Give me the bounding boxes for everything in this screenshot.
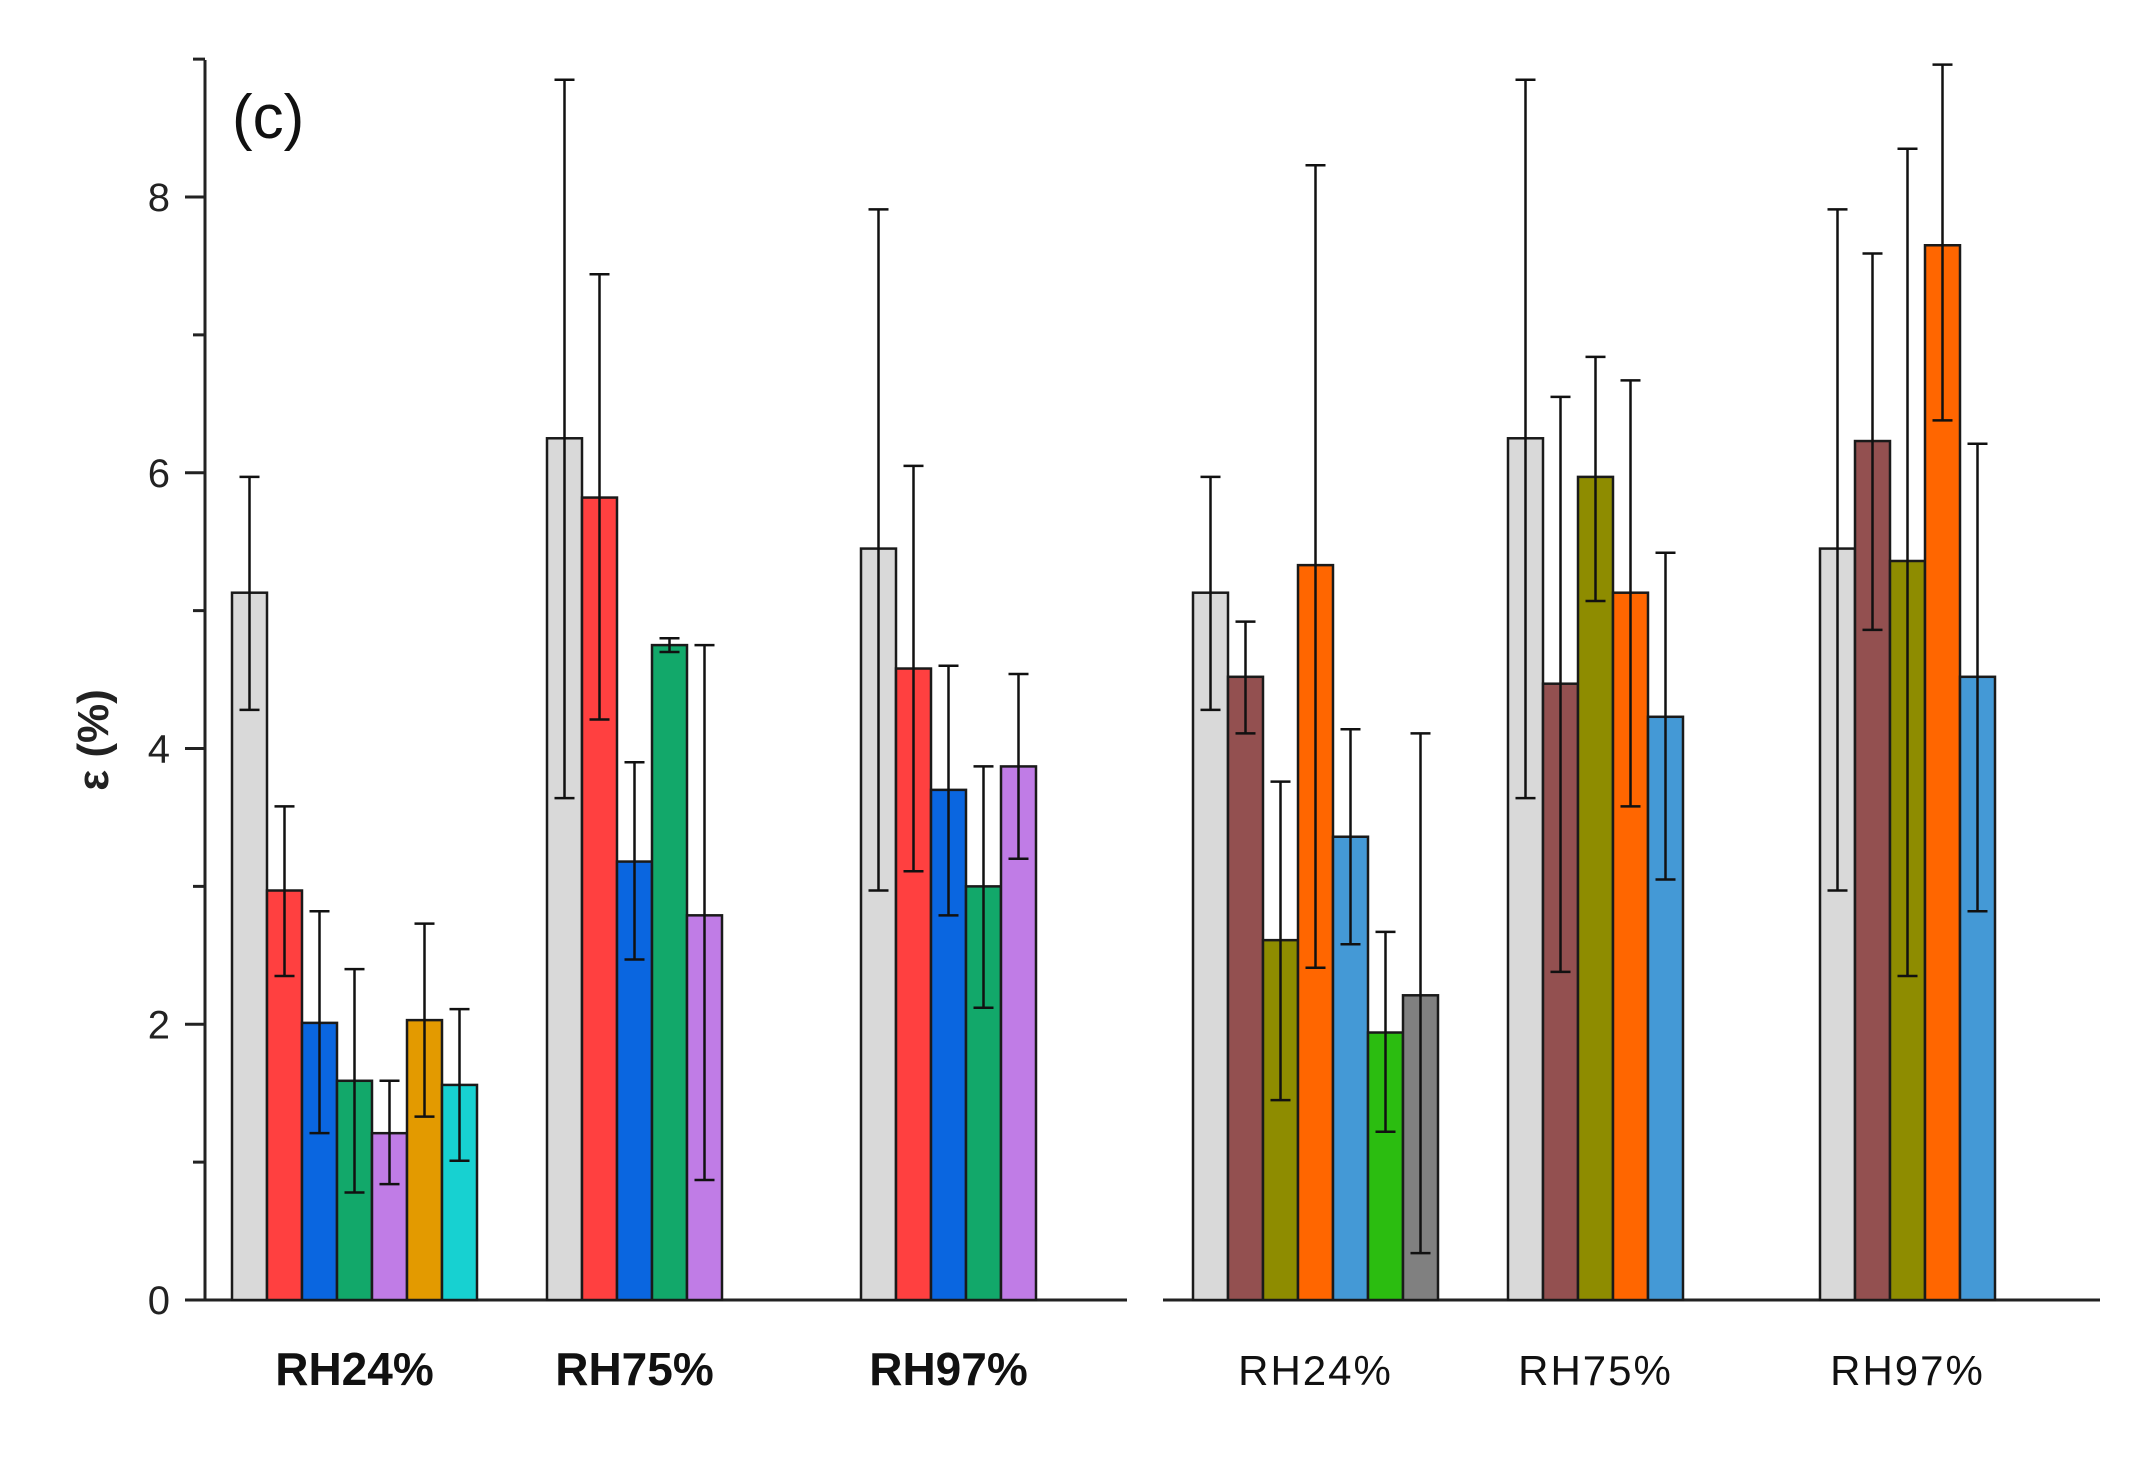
panel-label: (c) [232, 83, 304, 152]
y-tick-label: 4 [148, 728, 170, 772]
bar [999, 765, 1038, 1302]
labels-layer: (c) ε (%) 0 2 4 6 8 RH24% RH75% RH97% RH24% RH75%… [69, 83, 1985, 1395]
y-tick-label: 8 [148, 176, 170, 220]
bar [1958, 675, 1997, 1302]
x-category-label: RH75% [555, 1343, 714, 1395]
bar [1541, 682, 1580, 1302]
y-axis-label: ε (%) [69, 689, 118, 791]
x-category-label: RH24% [275, 1343, 434, 1395]
y-tick-label: 0 [148, 1279, 170, 1323]
x-category-label: RH24% [1238, 1347, 1393, 1394]
x-category-label: RH97% [1830, 1347, 1985, 1394]
bar [1226, 675, 1265, 1302]
y-tick-label: 2 [148, 1003, 170, 1047]
x-category-label: RH75% [1518, 1347, 1673, 1394]
bars-layer [230, 63, 1997, 1302]
x-category-label: RH97% [869, 1343, 1028, 1395]
y-tick-label: 6 [148, 452, 170, 496]
bar [650, 643, 689, 1302]
